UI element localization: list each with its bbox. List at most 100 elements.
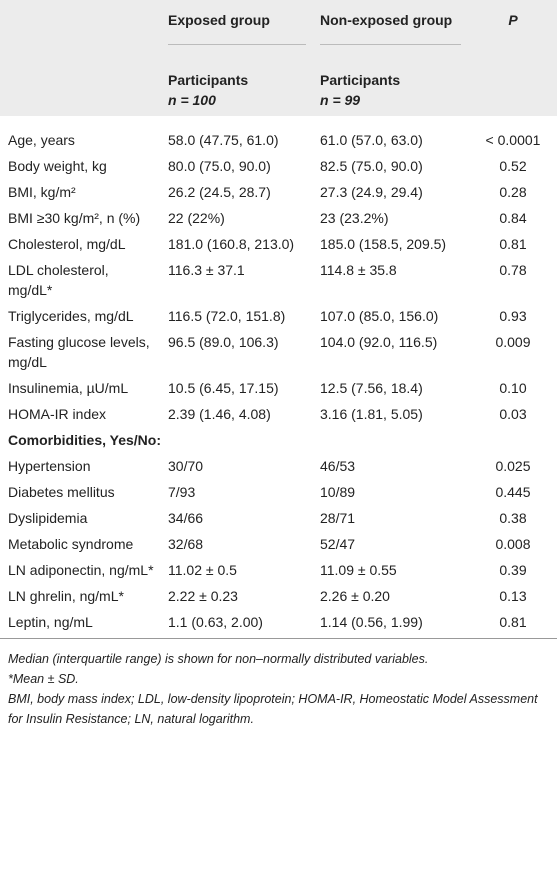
- cell: 181.0 (160.8, 213.0): [168, 236, 295, 252]
- table-body: Age, years 58.0 (47.75, 61.0) 61.0 (57.0, …: [0, 116, 557, 639]
- cell: 34/66: [168, 510, 204, 526]
- header-cell: [0, 60, 160, 116]
- table-row: Leptin, ng/mL 1.1 (0.63, 2.00) 1.14 (0.56,…: [0, 609, 557, 639]
- table-row: Body weight, kg 80.0 (75.0, 90.0) 82.5 (75…: [0, 153, 557, 179]
- row-label: LN ghrelin, ng/mL*: [8, 588, 124, 604]
- table-row: BMI ≥30 kg/m², n (%) 22 (22%) 23 (23.2%) 0.…: [0, 205, 557, 231]
- cell: 1.14 (0.56, 1.99): [312, 609, 467, 639]
- cell: 28/71: [320, 510, 356, 526]
- column-n: n = 99: [320, 92, 361, 108]
- cell: 46/53: [320, 458, 356, 474]
- cell: 185.0 (158.5, 209.5): [320, 236, 447, 252]
- header-row: Exposed group Non-exposed group P: [0, 0, 557, 60]
- cell: 107.0 (85.0, 156.0): [320, 308, 439, 324]
- column-title: Non-exposed group: [320, 10, 461, 45]
- table-row: Hypertension 30/70 46/53 0.025: [0, 453, 557, 479]
- table-row: LN ghrelin, ng/mL* 2.22 ± 0.23 2.26 ± 0.20…: [0, 583, 557, 609]
- table-row: Fasting glucose levels, mg/dL 96.5 (89.0,…: [0, 329, 557, 375]
- row-label: BMI, kg/m²: [8, 184, 76, 200]
- footnotes: Median (interquartile range) is shown fo…: [0, 639, 557, 729]
- cell: 11.09 ± 0.55: [320, 562, 397, 578]
- table-row: LDL cholesterol, mg/dL* 116.3 ± 37.1 114.8…: [0, 257, 557, 303]
- table-row: Age, years 58.0 (47.75, 61.0) 61.0 (57.0, …: [0, 116, 557, 153]
- column-title: Exposed group: [168, 10, 306, 45]
- header-cell: Exposed group: [160, 0, 312, 60]
- row-label: Dyslipidemia: [8, 510, 88, 526]
- row-label: Age, years: [8, 132, 75, 148]
- header-cell: Participants n = 100: [160, 60, 312, 116]
- cell: 82.5 (75.0, 90.0): [320, 158, 423, 174]
- cell: 12.5 (7.56, 18.4): [320, 380, 423, 396]
- row-label: Cholesterol, mg/dL: [8, 236, 126, 252]
- table-row: Metabolic syndrome 32/68 52/47 0.008: [0, 531, 557, 557]
- cell: 0.008: [495, 536, 531, 552]
- cell: 23 (23.2%): [320, 210, 389, 226]
- column-subtitle: Participants: [320, 72, 401, 88]
- row-label: HOMA-IR index: [8, 406, 107, 422]
- cell: 0.93: [499, 308, 527, 324]
- table-header: Exposed group Non-exposed group P Partic…: [0, 0, 557, 116]
- header-cell: [467, 60, 557, 116]
- row-label: Metabolic syndrome: [8, 536, 134, 552]
- cell: 0.13: [499, 588, 527, 604]
- group-label: Comorbidities, Yes/No:: [8, 432, 161, 448]
- cell: 7/93: [168, 484, 196, 500]
- cell: 0.025: [495, 458, 531, 474]
- footnote: *Mean ± SD.: [8, 672, 79, 686]
- row-label: Body weight, kg: [8, 158, 107, 174]
- cell: 116.5 (72.0, 151.8): [168, 308, 286, 324]
- cell: 52/47: [320, 536, 356, 552]
- cell: 27.3 (24.9, 29.4): [320, 184, 423, 200]
- cell: 1.1 (0.63, 2.00): [160, 609, 312, 639]
- table-row: Comorbidities, Yes/No:: [0, 427, 557, 453]
- cell: 96.5 (89.0, 106.3): [168, 334, 279, 350]
- row-label: Fasting glucose levels, mg/dL: [8, 334, 150, 370]
- cell: 116.3 ± 37.1: [168, 262, 245, 278]
- cell: 0.52: [499, 158, 527, 174]
- cell: 0.39: [499, 562, 527, 578]
- cell: 2.39 (1.46, 4.08): [168, 406, 271, 422]
- cell: 0.009: [495, 334, 531, 350]
- cell: 80.0 (75.0, 90.0): [168, 158, 271, 174]
- cell: 0.81: [467, 609, 557, 639]
- cell: 2.26 ± 0.20: [320, 588, 390, 604]
- row-label: Hypertension: [8, 458, 91, 474]
- cell: 0.84: [499, 210, 527, 226]
- row-label: Leptin, ng/mL: [0, 609, 160, 639]
- footnote: BMI, body mass index; LDL, low-density l…: [8, 692, 538, 726]
- cell: 3.16 (1.81, 5.05): [320, 406, 423, 422]
- header-cell: Participants n = 99: [312, 60, 467, 116]
- table-row: Triglycerides, mg/dL 116.5 (72.0, 151.8) 1…: [0, 303, 557, 329]
- table-row: Cholesterol, mg/dL 181.0 (160.8, 213.0) 18…: [0, 231, 557, 257]
- cell: 26.2 (24.5, 28.7): [168, 184, 271, 200]
- cell: 58.0 (47.75, 61.0): [168, 132, 279, 148]
- cell: 0.28: [499, 184, 527, 200]
- column-n: n = 100: [168, 92, 216, 108]
- row-label: Insulinemia, µU/mL: [8, 380, 129, 396]
- cell: < 0.0001: [485, 132, 541, 148]
- row-label: LN adiponectin, ng/mL*: [8, 562, 154, 578]
- table-row: Insulinemia, µU/mL 10.5 (6.45, 17.15) 12.5…: [0, 375, 557, 401]
- cell: 0.81: [499, 236, 527, 252]
- cell: 11.02 ± 0.5: [168, 562, 237, 578]
- header-row: Participants n = 100 Participants n = 99: [0, 60, 557, 116]
- cell: 32/68: [168, 536, 204, 552]
- header-cell: [0, 0, 160, 60]
- cell: 61.0 (57.0, 63.0): [320, 132, 423, 148]
- cell: 114.8 ± 35.8: [320, 262, 397, 278]
- table-row: Diabetes mellitus 7/93 10/89 0.445: [0, 479, 557, 505]
- cell: 10/89: [320, 484, 356, 500]
- table-row: HOMA-IR index 2.39 (1.46, 4.08) 3.16 (1.81…: [0, 401, 557, 427]
- row-label: Diabetes mellitus: [8, 484, 115, 500]
- cell: 0.03: [499, 406, 527, 422]
- cell: 104.0 (92.0, 116.5): [320, 334, 438, 350]
- row-label: LDL cholesterol, mg/dL*: [8, 262, 109, 298]
- cell: 0.38: [499, 510, 527, 526]
- row-label: BMI ≥30 kg/m², n (%): [8, 210, 141, 226]
- column-title: P: [467, 0, 557, 60]
- cell: 22 (22%): [168, 210, 225, 226]
- row-label: Triglycerides, mg/dL: [8, 308, 134, 324]
- cell: 0.445: [495, 484, 531, 500]
- table-row: LN adiponectin, ng/mL* 11.02 ± 0.5 11.09 ±…: [0, 557, 557, 583]
- cell: 30/70: [168, 458, 204, 474]
